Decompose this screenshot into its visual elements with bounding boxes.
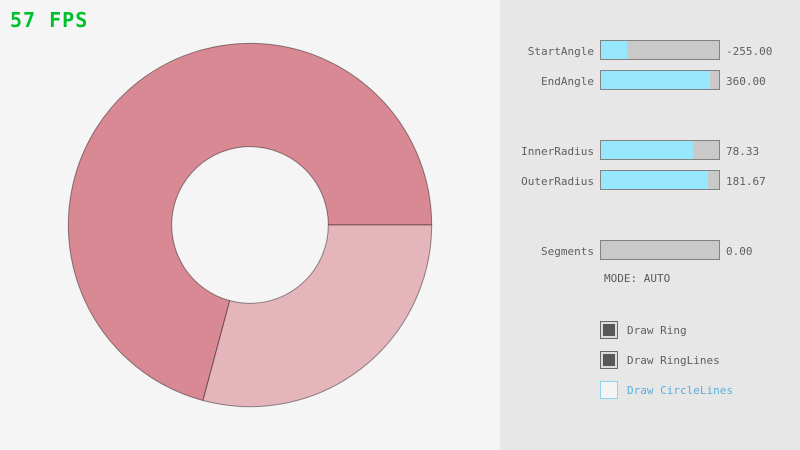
- segments-label: Segments: [541, 245, 594, 258]
- start-angle-slider-fill: [601, 41, 627, 59]
- inner-radius-value: 78.33: [726, 145, 760, 158]
- inner-radius-slider[interactable]: [600, 140, 720, 160]
- end-angle-slider[interactable]: [600, 70, 720, 90]
- start-angle-slider[interactable]: [600, 40, 720, 60]
- draw-ringlines-checkbox[interactable]: [600, 351, 618, 369]
- inner-radius-row: InnerRadius 78.33: [500, 140, 800, 160]
- outer-radius-slider-fill: [601, 171, 709, 189]
- draw-ring-checkbox-label: Draw Ring: [627, 323, 687, 337]
- controls-panel: StartAngle -255.00 EndAngle 360.00 Inner…: [500, 0, 800, 450]
- draw-circlelines-checkbox-row: Draw CircleLines: [600, 380, 733, 400]
- end-angle-value: 360.00: [726, 75, 766, 88]
- outer-radius-slider[interactable]: [600, 170, 720, 190]
- inner-radius-label: InnerRadius: [521, 145, 594, 158]
- start-angle-row: StartAngle -255.00: [500, 40, 800, 60]
- segments-value: 0.00: [726, 245, 753, 258]
- ring-segment-dark: [67, 42, 433, 402]
- draw-ring-checkbox-row: Draw Ring: [600, 320, 687, 340]
- outer-radius-label: OuterRadius: [521, 175, 594, 188]
- draw-circlelines-checkbox[interactable]: [600, 381, 618, 399]
- start-angle-value: -255.00: [726, 45, 773, 58]
- segments-row: Segments 0.00: [500, 240, 800, 260]
- draw-circlelines-checkbox-label: Draw CircleLines: [627, 383, 733, 397]
- draw-ringlines-checkbox-label: Draw RingLines: [627, 353, 720, 367]
- draw-ringlines-checkbox-row: Draw RingLines: [600, 350, 720, 370]
- end-angle-label: EndAngle: [541, 75, 594, 88]
- outer-radius-row: OuterRadius 181.67: [500, 170, 800, 190]
- draw-ring-checkbox[interactable]: [600, 321, 618, 339]
- outer-radius-value: 181.67: [726, 175, 766, 188]
- segments-mode-text: MODE: AUTO: [604, 272, 671, 285]
- start-angle-label: StartAngle: [527, 45, 594, 58]
- inner-radius-slider-fill: [601, 141, 694, 159]
- segments-slider[interactable]: [600, 240, 720, 260]
- ring-segment-light: [202, 224, 433, 408]
- end-angle-slider-fill: [601, 71, 710, 89]
- end-angle-row: EndAngle 360.00: [500, 70, 800, 90]
- fps-counter: 57 FPS: [10, 8, 89, 32]
